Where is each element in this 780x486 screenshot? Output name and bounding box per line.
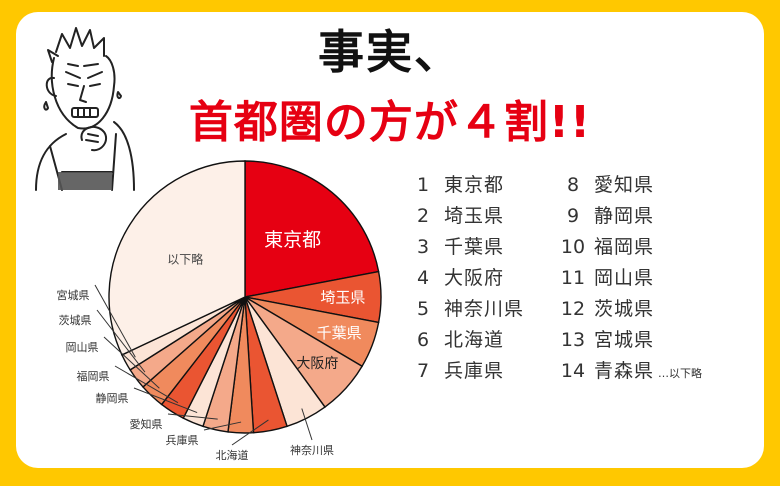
pie-leader-8 <box>167 413 218 420</box>
ranking-item-4: 4 大阪府 <box>408 265 504 291</box>
ranking-prefecture: 愛知県 <box>594 174 655 196</box>
pie-label-8: 愛知県 <box>130 417 163 431</box>
ranking-number: 8 <box>566 174 580 196</box>
pie-leader-13 <box>94 284 136 358</box>
ranking-number: 6 <box>416 329 430 351</box>
ranking-item-6: 6 北海道 <box>408 327 504 353</box>
ranking-item-7: 7 兵庫県 <box>408 358 504 384</box>
pie-leader-12 <box>96 309 146 373</box>
pie-label-13: 宮城県 <box>57 288 90 302</box>
pie-label-14: 以下略 <box>167 251 203 266</box>
ranking-number: 10 <box>560 236 586 258</box>
pie-label-5: 神奈川県 <box>290 443 334 457</box>
ranking-item-8: 8 愛知県 <box>558 172 654 198</box>
ranking-item-3: 3 千葉県 <box>408 234 504 260</box>
pie-leader-11 <box>103 336 160 389</box>
ranking-number: 11 <box>560 267 586 289</box>
ranking-prefecture: 青森県 <box>594 360 655 382</box>
ranking-prefecture: 岡山県 <box>594 267 655 289</box>
pie-leader-9 <box>133 387 198 414</box>
ranking-number: 3 <box>416 236 430 258</box>
pie-label-1: 東京都 <box>264 229 321 251</box>
ranking-number: 1 <box>416 174 430 196</box>
pie-leader-7 <box>203 421 242 431</box>
ranking-item-1: 1 東京都 <box>408 172 504 198</box>
ranking-number: 13 <box>560 329 586 351</box>
ranking-prefecture: 兵庫県 <box>444 360 505 382</box>
ranking-item-5: 5 神奈川県 <box>408 296 524 322</box>
ranking-number: 5 <box>416 298 430 320</box>
ranking-prefecture: 神奈川県 <box>444 298 525 320</box>
pie-label-11: 岡山県 <box>66 341 99 354</box>
pie-leader-5 <box>301 408 313 441</box>
ranking-item-2: 2 埼玉県 <box>408 203 504 229</box>
ranking-number: 4 <box>416 267 430 289</box>
ranking-item-10: 10 福岡県 <box>558 234 654 260</box>
ranking-prefecture: 大阪府 <box>444 267 505 289</box>
pie-label-2: 埼玉県 <box>320 288 365 306</box>
ranking-prefecture: 埼玉県 <box>444 205 505 227</box>
ranking-prefecture: 北海道 <box>444 329 505 351</box>
ranking-prefecture: 静岡県 <box>594 205 655 227</box>
pie-leader-6 <box>231 419 269 446</box>
ranking-number: 14 <box>560 360 586 382</box>
ranking-item-12: 12 茨城県 <box>558 296 654 322</box>
ranking-prefecture: 茨城県 <box>594 298 655 320</box>
pie-label-10: 福岡県 <box>77 369 110 383</box>
pie-leader-10 <box>114 365 179 404</box>
pie-label-7: 兵庫県 <box>166 433 199 447</box>
ranking-number: 12 <box>560 298 586 320</box>
pie-label-9: 静岡県 <box>96 391 129 405</box>
pie-slices <box>108 160 382 434</box>
ranking-item-11: 11 岡山県 <box>558 265 654 291</box>
ranking-item-14: 14 青森県 …以下略 <box>558 358 702 384</box>
headline-line1: 事実、 <box>318 25 462 79</box>
pie-slice-14 <box>108 160 246 356</box>
pie-label-3: 千葉県 <box>317 324 362 342</box>
pie-leader-lines <box>94 284 313 446</box>
ranking-prefecture: 福岡県 <box>594 236 655 258</box>
pie-label-12: 茨城県 <box>59 313 92 327</box>
pie-label-6: 北海道 <box>216 448 249 462</box>
ranking-prefecture: 東京都 <box>444 174 505 196</box>
ranking-item-13: 13 宮城県 <box>558 327 654 353</box>
ranking-prefecture: 宮城県 <box>594 329 655 351</box>
pie-slice-1 <box>244 160 380 298</box>
ranking-note: …以下略 <box>658 367 703 380</box>
ranking-number: 2 <box>416 205 430 227</box>
pie-label-4: 大阪府 <box>296 356 338 372</box>
headline-line2: 首都圏の方が４割!! <box>188 97 592 148</box>
ranking-prefecture: 千葉県 <box>444 236 505 258</box>
ranking-item-9: 9 静岡県 <box>558 203 654 229</box>
ranking-number: 7 <box>416 360 430 382</box>
worried-man-illustration <box>35 27 135 191</box>
ranking-number: 9 <box>566 205 580 227</box>
